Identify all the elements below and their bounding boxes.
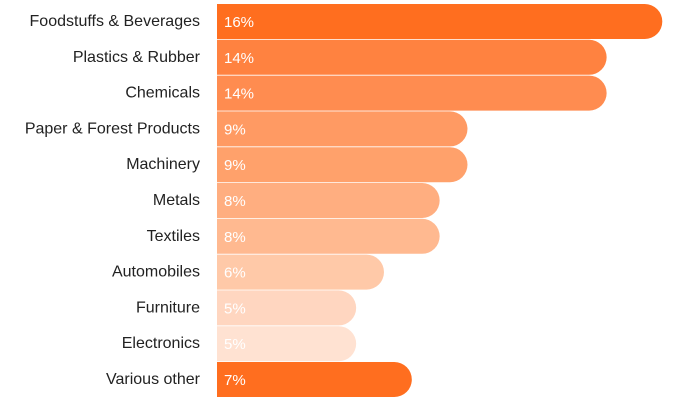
category-label-6: Textiles [147,228,200,245]
value-label-6: 8% [224,229,246,246]
bar-1 [217,39,607,75]
value-label-9: 5% [224,336,246,353]
value-label-7: 6% [224,265,246,282]
category-label-7: Automobiles [112,264,200,281]
bar-4 [217,147,468,183]
bar-3 [217,111,468,147]
bar-10 [217,362,412,397]
category-label-3: Paper & Forest Products [25,120,200,137]
category-label-5: Metals [153,192,200,209]
bar-6 [217,218,440,254]
bar-7 [217,254,384,290]
bar-8 [217,290,357,326]
category-label-9: Electronics [122,335,200,352]
category-label-1: Plastics & Rubber [73,49,201,66]
value-label-1: 14% [224,50,254,67]
category-label-10: Various other [106,371,201,388]
value-label-10: 7% [224,372,246,389]
bar-0 [217,4,663,39]
value-label-8: 5% [224,300,246,317]
bar-2 [217,75,607,111]
bar-5 [217,183,440,218]
value-label-2: 14% [224,86,254,103]
value-label-0: 16% [224,14,254,31]
value-label-5: 8% [224,193,246,210]
value-label-3: 9% [224,121,246,138]
category-label-4: Machinery [126,156,200,173]
category-label-2: Chemicals [125,85,200,102]
category-label-0: Foodstuffs & Beverages [30,13,200,30]
category-label-8: Furniture [136,299,200,316]
value-label-4: 9% [224,157,246,174]
bar-9 [217,326,357,362]
